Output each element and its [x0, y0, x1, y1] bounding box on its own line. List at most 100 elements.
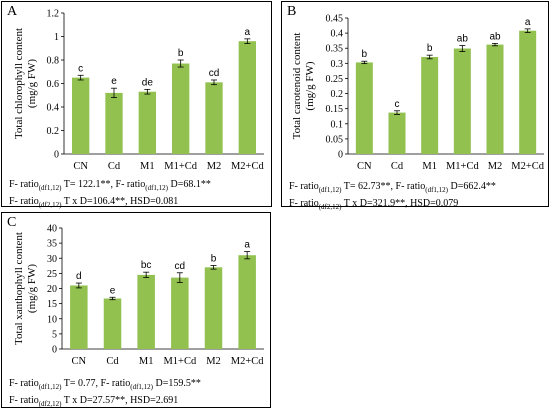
- significance-label: a: [245, 27, 251, 38]
- significance-label: cd: [175, 261, 186, 272]
- significance-label: c: [78, 63, 83, 74]
- y-tick-label: 35: [47, 239, 57, 250]
- panel-c: Total xanthophyll content(mg/g FW) 0 5 10 15…: [1, 212, 271, 408]
- stats-line-2: F- ratio(df2,12) T x D=106.4**, HSD=0.08…: [9, 196, 179, 209]
- y-axis-title: Total carotenoid content(mg/g FW): [291, 33, 316, 140]
- y-tick-label: 1: [54, 32, 59, 43]
- panel-label: C: [7, 215, 17, 230]
- significance-label: a: [244, 240, 250, 251]
- y-tick-label: 0.15: [326, 104, 344, 115]
- x-tick-label: M1: [139, 356, 154, 367]
- chlorophyll-chart: Total chlorophyll content(mg/g FW) 0 0.2 0.…: [13, 9, 265, 173]
- y-tick-label: 20: [47, 284, 57, 295]
- statistics-text: F- ratio(df1,12) T= 62.73**, F- ratio(df…: [289, 180, 496, 214]
- y-axis-title-line-2: (mg/g FW): [26, 59, 38, 109]
- significance-label: bc: [141, 260, 152, 271]
- y-tick-label: 0.4: [47, 103, 60, 114]
- stats-line-1: F- ratio(df1,12) T= 62.73**, F- ratio(df…: [289, 181, 496, 194]
- x-tick-label: CN: [73, 161, 88, 172]
- y-tick-label: 0.3: [331, 59, 344, 70]
- y-axis-title: Total chlorophyll content(mg/g FW): [13, 28, 38, 139]
- bar: [519, 30, 537, 155]
- bar: [238, 255, 256, 349]
- x-tick-label: CN: [357, 161, 372, 172]
- y-tick-label: 0: [338, 150, 343, 161]
- y-tick-label: 0.4: [331, 29, 344, 40]
- y-axis-title-line-1: Total chlorophyll content: [13, 28, 25, 139]
- significance-label: ab: [489, 31, 501, 42]
- y-tick-label: 25: [47, 269, 57, 280]
- x-tick-label: M2+Cd: [511, 161, 545, 172]
- bar: [453, 48, 471, 154]
- y-tick-label: 30: [47, 254, 57, 265]
- y-axis-title-line-2: (mg/g FW): [26, 264, 38, 314]
- significance-label: b: [362, 49, 368, 60]
- x-tick-label: M1: [140, 161, 155, 172]
- y-tick-label: 0.2: [331, 89, 344, 100]
- bar: [204, 267, 223, 349]
- significance-label: d: [76, 271, 82, 282]
- bar: [171, 277, 189, 349]
- x-tick-label: M1: [422, 161, 437, 172]
- significance-label: cd: [209, 68, 220, 79]
- y-tick-label: 0.6: [47, 79, 60, 90]
- bar: [103, 298, 122, 349]
- x-tick-label: M2: [206, 356, 221, 367]
- bar: [486, 44, 504, 155]
- y-axis-title-line-1: Total xanthophyll content: [13, 232, 25, 345]
- y-tick-label: 5: [52, 329, 57, 340]
- bar: [388, 112, 406, 154]
- bar: [205, 82, 223, 154]
- x-tick-label: M2+Cd: [231, 161, 265, 172]
- x-tick-label: M2: [207, 161, 222, 172]
- bar: [172, 63, 190, 154]
- significance-label: ab: [457, 34, 469, 45]
- y-tick-label: 0.8: [47, 56, 60, 67]
- x-tick-label: M1+Cd: [446, 161, 480, 172]
- panel-label: A: [7, 4, 18, 19]
- significance-label: b: [178, 48, 184, 59]
- stats-line-1: F- ratio(df1,12) T= 0.77, F- ratio(df1,1…: [9, 378, 201, 391]
- panel-label: B: [287, 4, 297, 19]
- bar: [238, 41, 256, 155]
- x-tick-label: M2: [488, 161, 503, 172]
- y-tick-label: 1.2: [47, 9, 60, 20]
- y-tick-label: 40: [47, 224, 57, 235]
- stats-line-2: F- ratio(df2,12) T x D=27.57**, HSD=2.69…: [9, 395, 179, 408]
- stats-line-1: F- ratio(df1,12) T= 122.1**, F- ratio(df…: [9, 179, 211, 192]
- significance-label: de: [142, 77, 154, 88]
- y-tick-label: 0.35: [326, 44, 344, 55]
- y-axis-title-line-1: Total carotenoid content: [291, 33, 303, 140]
- panel-b: Total carotenoid content(mg/g FW) 0 0.05 0.…: [281, 1, 549, 211]
- bar: [137, 274, 155, 349]
- xanthophyll-chart: Total xanthophyll content(mg/g FW) 0 5 10 15…: [13, 224, 265, 368]
- x-tick-label: CN: [72, 356, 87, 367]
- panel-a: Total chlorophyll content(mg/g FW) 0 0.2 0.…: [1, 1, 272, 209]
- statistics-text: F- ratio(df1,12) T= 0.77, F- ratio(df1,1…: [9, 377, 201, 411]
- bar: [355, 62, 373, 154]
- stats-line-2: F- ratio(df2,12) T x D=321.9**, HSD=0.07…: [289, 198, 459, 211]
- y-tick-label: 0: [54, 150, 59, 161]
- significance-label: b: [211, 254, 217, 265]
- y-tick-label: 0.25: [326, 74, 344, 85]
- significance-label: b: [427, 43, 433, 54]
- significance-label: e: [111, 76, 117, 87]
- y-axis-title: Total xanthophyll content(mg/g FW): [13, 232, 38, 345]
- y-tick-label: 0.45: [326, 14, 344, 25]
- y-tick-label: 0.1: [331, 119, 344, 130]
- significance-label: a: [525, 17, 531, 28]
- y-axis-title-line-2: (mg/g FW): [304, 61, 316, 111]
- x-tick-label: M1+Cd: [164, 161, 198, 172]
- bar: [72, 77, 90, 154]
- y-tick-label: 0: [52, 345, 57, 356]
- y-tick-label: 10: [47, 314, 57, 325]
- y-tick-label: 0.2: [47, 126, 60, 137]
- x-tick-label: Cd: [391, 161, 404, 172]
- y-tick-label: 0.05: [326, 134, 344, 145]
- x-tick-label: Cd: [106, 356, 119, 367]
- significance-label: e: [110, 285, 116, 296]
- x-tick-label: M2+Cd: [231, 356, 265, 367]
- bar: [105, 92, 123, 154]
- significance-label: c: [395, 99, 400, 110]
- bar: [70, 285, 88, 349]
